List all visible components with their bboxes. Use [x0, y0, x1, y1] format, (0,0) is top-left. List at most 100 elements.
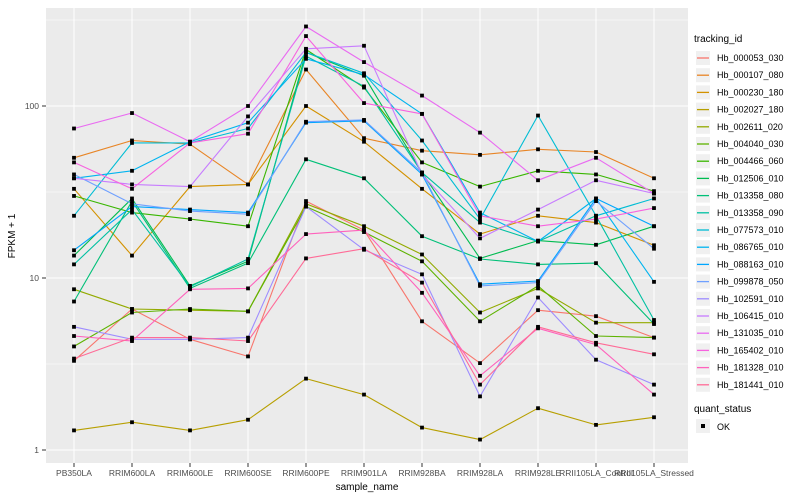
data-point-Hb_002611_020-RRIM928LE	[536, 286, 540, 291]
data-point-Hb_165402_010-RRIM600LE	[188, 141, 192, 145]
legend-label-Hb_102591_010: Hb_102591_010	[717, 294, 784, 304]
data-point-Hb_002611_020-PB350LA	[72, 287, 76, 292]
data-point-Hb_181441_010-RRIM600PE	[304, 256, 308, 261]
data-point-Hb_004466_060-RRIM928LE	[536, 168, 540, 173]
data-point-Hb_131035_010-RRIM901LA	[362, 60, 366, 64]
data-point-Hb_165402_010-RRIM600SE	[246, 131, 250, 136]
data-point-Hb_013358_090-RRIM928LA	[478, 220, 482, 225]
data-point-Hb_000230_180-RRIM600LA	[130, 253, 134, 258]
data-point-Hb_000107_080-RRII105LA_Stressed	[652, 176, 656, 181]
data-point-Hb_002027_180-RRIM600LE	[188, 428, 192, 433]
data-point-Hb_013358_090-RRIM600LA	[130, 207, 134, 212]
data-point-Hb_077573_010-RRIM928BA	[420, 138, 424, 143]
data-point-Hb_004040_030-RRIM600LE	[188, 307, 192, 311]
data-point-Hb_181441_010-RRIM928LA	[478, 382, 482, 387]
data-point-Hb_004466_060-RRII105LA_Control	[594, 172, 598, 177]
data-point-Hb_000230_180-RRII105LA_Stressed	[652, 243, 656, 248]
data-point-Hb_000230_180-RRIM600SE	[246, 182, 250, 187]
legend-label-Hb_002027_180: Hb_002027_180	[717, 105, 784, 115]
data-point-Hb_002611_020-RRIM600LA	[130, 307, 134, 311]
data-point-Hb_004466_060-RRIM600LA	[130, 210, 134, 215]
data-point-Hb_099878_050-RRIM600LE	[188, 209, 192, 213]
data-point-Hb_000107_080-RRIM901LA	[362, 136, 366, 141]
data-point-Hb_181328_010-RRIM600LE	[188, 287, 192, 292]
x-tick-label: RRIM600LA	[109, 468, 156, 478]
data-point-Hb_013358_080-RRIM901LA	[362, 176, 366, 181]
data-point-Hb_004040_030-PB350LA	[72, 344, 76, 349]
data-point-Hb_000107_080-RRIM928LA	[478, 152, 482, 157]
data-point-Hb_000230_180-PB350LA	[72, 186, 76, 191]
data-point-Hb_181328_010-RRIM928LA	[478, 373, 482, 378]
data-point-Hb_165402_010-RRII105LA_Stressed	[652, 206, 656, 210]
legend-label-Hb_181328_010: Hb_181328_010	[717, 363, 784, 373]
data-point-Hb_181441_010-RRIM600SE	[246, 339, 250, 343]
data-point-Hb_012506_010-RRII105LA_Control	[594, 242, 598, 247]
data-point-Hb_102591_010-RRIM600PE	[304, 204, 308, 209]
data-point-Hb_131035_010-RRIM600SE	[246, 104, 250, 108]
data-point-Hb_000107_080-RRIM600LA	[130, 138, 134, 143]
data-point-Hb_077573_010-RRIM928LA	[478, 217, 482, 222]
data-point-Hb_106415_010-RRIM600LE	[188, 184, 192, 189]
data-point-Hb_000053_030-RRIM600PE	[304, 199, 308, 203]
data-point-Hb_002611_020-RRIM600PE	[304, 201, 308, 206]
data-point-Hb_099878_050-RRIM928LE	[536, 280, 540, 285]
data-point-Hb_102591_010-PB350LA	[72, 324, 76, 329]
data-point-Hb_013358_090-RRIM600SE	[246, 257, 250, 261]
data-point-Hb_086765_010-RRIM600SE	[246, 120, 250, 125]
data-point-Hb_000053_030-RRII105LA_Control	[594, 314, 598, 319]
data-point-Hb_013358_080-RRIM600PE	[304, 157, 308, 162]
x-tick-label: RRIM600SE	[224, 468, 272, 478]
data-point-Hb_002611_020-RRIM928LA	[478, 310, 482, 315]
data-point-Hb_077573_010-PB350LA	[72, 213, 76, 218]
data-point-Hb_000053_030-RRIM928LE	[536, 308, 540, 313]
data-point-Hb_000053_030-RRIM928BA	[420, 319, 424, 324]
data-point-Hb_131035_010-RRIM600LA	[130, 111, 134, 115]
data-point-Hb_013358_090-PB350LA	[72, 262, 76, 267]
data-point-Hb_181328_010-RRIM600LA	[130, 339, 134, 343]
data-point-Hb_181441_010-RRIM600LE	[188, 335, 192, 340]
legend-label-Hb_013358_080: Hb_013358_080	[717, 191, 784, 201]
data-point-Hb_077573_010-RRIM928LE	[536, 113, 540, 118]
data-point-Hb_004040_030-RRIM600SE	[246, 309, 250, 314]
data-point-Hb_000230_180-RRIM600PE	[304, 104, 308, 108]
data-point-Hb_000107_080-RRII105LA_Control	[594, 150, 598, 154]
legend-label-Hb_181441_010: Hb_181441_010	[717, 380, 784, 390]
data-point-Hb_131035_010-RRII105LA_Stressed	[652, 191, 656, 196]
data-point-Hb_004040_030-RRII105LA_Control	[594, 334, 598, 338]
data-point-Hb_002027_180-RRIM928LE	[536, 406, 540, 411]
legend-label-Hb_000230_180: Hb_000230_180	[717, 87, 784, 97]
y-tick-label: 1	[34, 445, 39, 455]
data-point-Hb_086765_010-RRIM928LA	[478, 210, 482, 215]
data-point-Hb_004040_030-RRIM901LA	[362, 230, 366, 234]
data-point-Hb_131035_010-RRIM928LA	[478, 130, 482, 135]
legend-label-Hb_099878_050: Hb_099878_050	[717, 277, 784, 287]
data-point-Hb_106415_010-RRIM600SE	[246, 114, 250, 119]
data-point-Hb_102591_010-RRII105LA_Stressed	[652, 382, 656, 387]
data-point-Hb_002027_180-RRIM600PE	[304, 376, 308, 381]
data-point-Hb_013358_080-RRIM928BA	[420, 234, 424, 239]
x-tick-label: RRII105LA_Control	[559, 468, 633, 478]
data-point-Hb_077573_010-RRII105LA_Control	[594, 213, 598, 218]
legend-title-tracking-id: tracking_id	[694, 34, 742, 45]
data-point-Hb_013358_080-PB350LA	[72, 299, 76, 304]
x-axis-title: sample_name	[336, 482, 399, 493]
data-point-Hb_181441_010-RRIM928LE	[536, 324, 540, 329]
x-tick-label: RRII105LA_Stressed	[614, 468, 694, 478]
x-tick-label: RRIM928LE	[515, 468, 562, 478]
data-point-Hb_099878_050-RRIM901LA	[362, 118, 366, 122]
data-point-Hb_102591_010-RRII105LA_Control	[594, 357, 598, 362]
data-point-Hb_131035_010-RRIM928BA	[420, 93, 424, 98]
data-point-Hb_181328_010-RRIM928BA	[420, 290, 424, 295]
legend-key-marker-ok	[701, 424, 705, 428]
data-point-Hb_000230_180-RRIM928LA	[478, 232, 482, 236]
data-point-Hb_131035_010-RRIM928LE	[536, 178, 540, 183]
data-point-Hb_181328_010-RRIM600PE	[304, 232, 308, 236]
legend-label-Hb_000053_030: Hb_000053_030	[717, 53, 784, 63]
data-point-Hb_002027_180-RRIM901LA	[362, 392, 366, 397]
data-point-Hb_013358_080-RRII105LA_Control	[594, 261, 598, 266]
legend-label-Hb_013358_090: Hb_013358_090	[717, 208, 784, 218]
x-tick-label: RRIM928BA	[398, 468, 446, 478]
data-point-Hb_077573_010-RRIM600SE	[246, 126, 250, 131]
data-point-Hb_165402_010-RRIM928LE	[536, 224, 540, 229]
data-point-Hb_086765_010-RRIM928LE	[536, 239, 540, 244]
